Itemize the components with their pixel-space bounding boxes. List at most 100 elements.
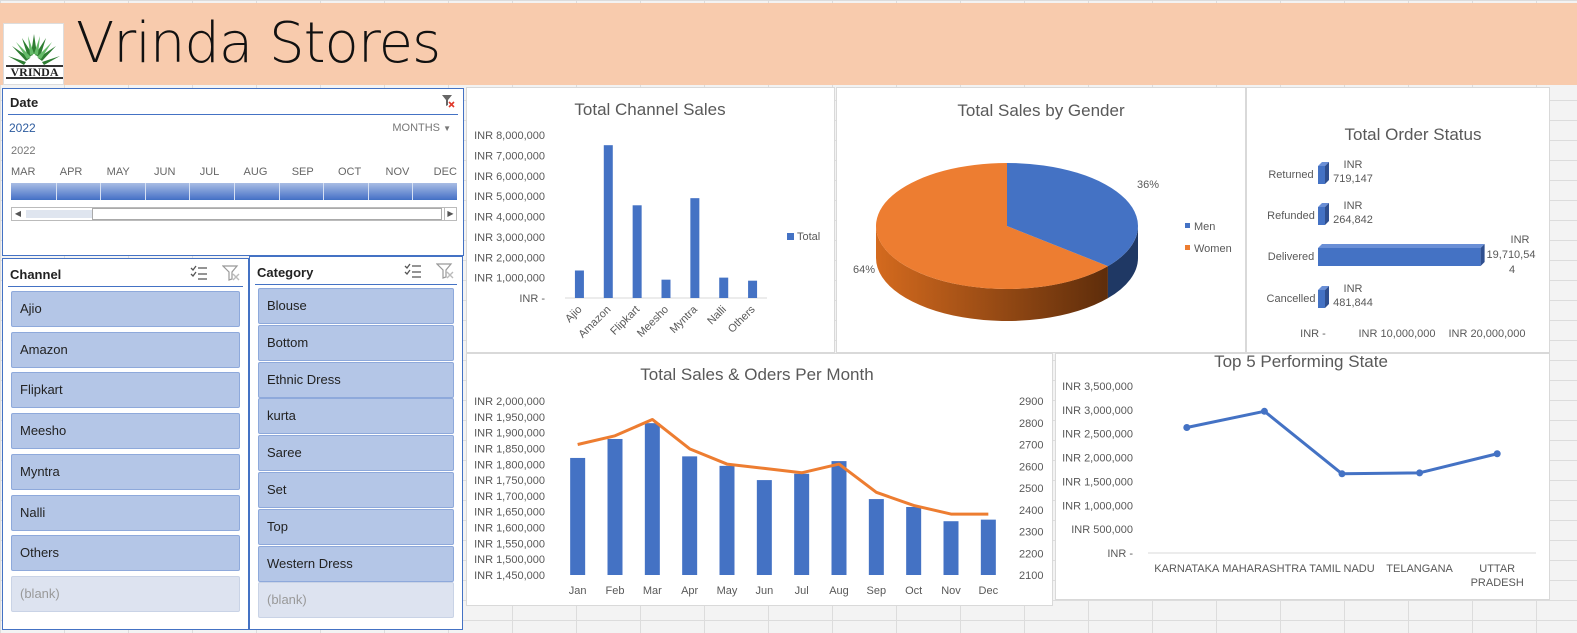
slicer-item[interactable]: Amazon <box>11 331 240 368</box>
point-maharashtra <box>1260 407 1268 415</box>
scroll-left-icon[interactable]: ◀ <box>14 209 22 218</box>
y-tick-label: INR 5,000,000 <box>474 191 545 203</box>
bar-top <box>1318 162 1329 166</box>
slicer-item[interactable]: kurta <box>258 398 454 435</box>
clear-filter-icon[interactable] <box>441 94 455 108</box>
y-tick-label: INR 1,800,000 <box>474 459 545 471</box>
gender-sales-chart[interactable]: Total Sales by Gender 36% 64% Men Women <box>836 87 1246 353</box>
x-tick-label: Myntra <box>668 303 701 336</box>
x-tick-label: INR 10,000,000 <box>1358 328 1435 340</box>
timeline-month-jul[interactable]: JUL <box>199 166 220 178</box>
data-label: 19,710,54 <box>1487 249 1536 261</box>
slicer-item[interactable]: Set <box>258 472 454 508</box>
bar-jun <box>756 480 772 575</box>
order-status-chart[interactable]: Total Order Status Returned INR 719,147 Refu… <box>1246 87 1550 353</box>
bar-side <box>1480 244 1485 266</box>
x-tick-label: Nov <box>941 585 961 597</box>
bar-feb <box>607 438 623 575</box>
clear-filter-icon[interactable] <box>222 265 240 281</box>
slicer-item[interactable]: Blouse <box>258 288 454 324</box>
slicer-item[interactable]: Others <box>11 535 240 572</box>
slicer-item[interactable]: Ajio <box>11 291 240 327</box>
y-tick-label: INR 1,450,000 <box>474 570 545 582</box>
point-telangana <box>1416 469 1424 477</box>
chart-title: Top 5 Performing State <box>1214 354 1388 371</box>
y2-tick-label: 2600 <box>1019 461 1043 473</box>
slicer-item[interactable]: (blank) <box>258 582 454 619</box>
scroll-thumb[interactable] <box>92 208 442 220</box>
multi-select-icon[interactable] <box>190 265 208 281</box>
slicer-item[interactable]: Western Dress <box>258 545 454 582</box>
slicer-item[interactable]: Myntra <box>11 453 240 490</box>
y2-tick-label: 2800 <box>1019 418 1043 430</box>
timeline-month-apr[interactable]: APR <box>59 166 83 178</box>
bar-mar <box>644 423 660 575</box>
y2-tick-label: 2700 <box>1019 440 1043 452</box>
multi-select-icon[interactable] <box>404 263 422 279</box>
data-label: 264,842 <box>1333 214 1373 226</box>
x-tick-label: KARNATAKA <box>1154 563 1220 575</box>
timeline-month-mar[interactable]: MAR <box>11 166 36 178</box>
y-tick-label: INR 1,700,000 <box>474 491 545 503</box>
slicer-item[interactable]: (blank) <box>11 575 240 612</box>
timeline-month-aug[interactable]: AUG <box>243 166 268 178</box>
channel-slicer[interactable]: Channel Ajio Amazon Flipkart Meesho Myntra Na… <box>2 258 249 630</box>
category-slicer[interactable]: Category Blouse Bottom Ethnic Dress kurta Sa… <box>249 256 463 630</box>
slicer-item[interactable]: Ethnic Dress <box>258 361 454 398</box>
timeline-month-oct[interactable]: OCT <box>338 166 362 178</box>
date-timeline-slicer[interactable]: Date 2022 MONTHS ▼ 2022 MAR APR MAY JUN JUL A… <box>2 88 464 256</box>
x-tick-label: PRADESH <box>1471 577 1524 589</box>
y2-tick-label: 2900 <box>1019 396 1043 408</box>
timeline-month-nov[interactable]: NOV <box>385 166 410 178</box>
y-tick-label: INR 3,000,000 <box>1062 405 1133 417</box>
clear-filter-icon[interactable] <box>436 263 454 279</box>
chart-title: Total Order Status <box>1344 125 1481 144</box>
y-tick-label: INR 2,000,000 <box>1062 453 1133 465</box>
bar-myntra <box>690 198 700 298</box>
y-tick-label: INR 2,000,000 <box>474 396 545 408</box>
slicer-item[interactable]: Nalli <box>11 494 240 531</box>
slicer-item[interactable]: Saree <box>258 435 454 472</box>
timeline-month-may[interactable]: MAY <box>106 166 130 178</box>
y-tick-label: INR 8,000,000 <box>474 130 545 142</box>
timeline-level-dropdown[interactable]: MONTHS ▼ <box>392 122 451 134</box>
x-tick-label: Feb <box>606 585 625 597</box>
y2-tick-label: 2400 <box>1019 505 1043 517</box>
dropdown-arrow-icon: ▼ <box>443 124 451 133</box>
bar-side <box>1325 203 1329 225</box>
monthly-sales-orders-chart[interactable]: Total Sales & Oders Per Month INR 1,450,0… <box>466 353 1053 606</box>
bar-flipkart <box>632 205 642 298</box>
channel-sales-chart[interactable]: Total Channel Sales INR - INR 1,000,000 INR… <box>466 87 835 353</box>
men-slice <box>1007 163 1138 267</box>
bar-jul <box>794 473 810 575</box>
top-states-chart[interactable]: Top 5 Performing State INR - INR 500,000 IN… <box>1055 353 1550 600</box>
y-tick-label: INR 1,000,000 <box>1062 500 1133 512</box>
timeline-month-jun[interactable]: JUN <box>154 166 176 178</box>
y-tick-label: INR 4,000,000 <box>474 212 545 224</box>
legend-swatch <box>1185 223 1190 228</box>
bar-oct <box>906 506 922 575</box>
timeline-year-row: 2022 <box>11 145 36 157</box>
x-tick-label: Meesho <box>635 304 671 340</box>
x-tick-label: Jan <box>569 585 587 597</box>
timeline-scrollbar[interactable]: ◀ ▶ <box>11 207 457 221</box>
timeline-year-selector[interactable]: 2022 <box>9 121 36 135</box>
slicer-item[interactable]: Top <box>258 508 454 545</box>
timeline-selection-bar[interactable] <box>11 183 457 200</box>
point-tamil-nadu <box>1338 470 1346 478</box>
orders-line <box>577 417 989 516</box>
timeline-month-dec[interactable]: DEC <box>433 166 457 178</box>
dashboard-header: VRINDA Vrinda Stores <box>0 3 1577 85</box>
y2-tick-label: 2100 <box>1019 570 1043 582</box>
slicer-item[interactable]: Meesho <box>11 413 240 450</box>
slicer-item[interactable]: Flipkart <box>11 372 240 409</box>
slicer-item[interactable]: Bottom <box>258 324 454 361</box>
data-label: INR <box>1511 234 1530 246</box>
x-tick-label: Mar <box>643 585 662 597</box>
timeline-month-sep[interactable]: SEP <box>291 166 314 178</box>
legend-swatch <box>1185 245 1190 250</box>
scroll-right-icon[interactable]: ▶ <box>444 208 456 220</box>
legend-label: Women <box>1194 243 1232 255</box>
states-line <box>1186 409 1498 476</box>
y-tick-label: INR 1,500,000 <box>474 554 545 566</box>
